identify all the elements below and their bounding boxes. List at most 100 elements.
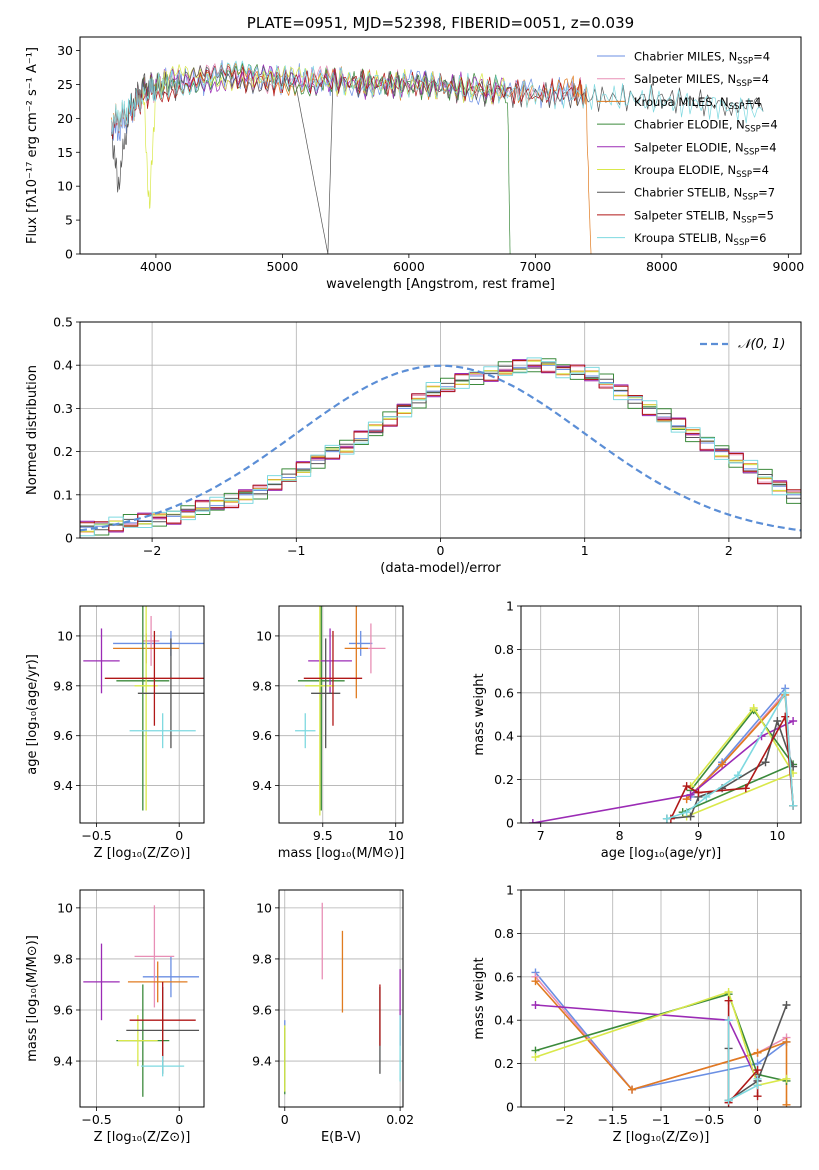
legend-label-subscript: SSP [737,57,753,67]
y-tick-label: 9.8 [53,951,73,966]
error-bar-point [129,713,196,749]
mass-weight-marker [686,812,695,821]
panel-residuals: −2 −1 0 1 2 0 0.1 0.2 0.3 0.4 0.5 (data-model)/erro… [25,315,802,576]
axes-frame [278,605,404,824]
error-bar-point [308,628,352,694]
mass-weight-marker [628,1085,637,1094]
x-tick-label: 0 [281,1112,289,1127]
mass-weight-line [670,715,794,820]
histogram-steps [80,357,801,537]
error-bar-point [311,638,341,749]
legend-label: Kroupa STELIB, NSSP=6 [634,231,766,248]
mass-weight-marker [531,977,540,986]
x-tick-label: 9.5 [313,828,333,843]
x-tick-label: 6000 [393,259,425,274]
x-tick-label: 0.02 [386,1112,414,1127]
legend-label-name: Salpeter ELODIE, N [634,140,744,154]
plot-area-age_vs_z [83,606,204,811]
mass-weight-marker [531,1001,540,1010]
x-axis-label: wavelength [Angstrom, rest frame] [326,277,555,292]
legend-label-value: =4 [753,50,770,64]
x-tick-label: 0 [175,828,183,843]
legend-label-value: =4 [752,72,769,86]
axes-frame [79,889,205,1108]
legend-label-subscript: SSP [734,238,750,248]
panel-weight_vs_z: −2 −1.5 −1 −0.5 0 0 0.2 0.4 0.6 0.8 1 Z [log₁₀(Z/Z⊙… [472,883,802,1145]
mass-weight-marker [761,758,770,767]
y-tick-label: 9.6 [252,1002,272,1017]
y-tick-label: 9.4 [53,1054,73,1069]
y-axis-label: mass weight [472,673,487,755]
y-tick-label: 0.5 [53,315,73,330]
error-bar-point [104,630,204,726]
y-tick-label: 0.8 [494,642,514,657]
mass-weight-marker [749,703,758,712]
error-bar-point [83,628,120,694]
x-axis-label: Z [log₁₀(Z/Z⊙)] [94,1130,191,1145]
panel-mass_vs_z: −0.5 0 9.4 9.6 9.8 10 Z [log₁₀(Z/Z⊙)] mass [log… [25,889,205,1145]
mass-weight-marker [682,795,691,804]
mass-weight-line [534,971,787,1091]
y-axis-label: mass [log₁₀(M/M⊙)] [25,935,40,1062]
mass-weight-marker [782,1074,791,1083]
y-tick-label: 10 [256,900,272,915]
error-bar-point [118,1015,158,1067]
axes-frame [520,889,802,1108]
legend-label-name: Salpeter STELIB, N [634,208,741,222]
y-tick-label: 0 [506,816,514,831]
y-axis-label: mass weight [472,957,487,1039]
y-tick-label: 0 [65,247,73,262]
x-tick-label: 9000 [772,259,804,274]
x-tick-label: −0.5 [81,1112,111,1127]
mass-weight-marker [702,792,711,801]
panel-age_vs_mass: 9.5 10 9.4 9.6 9.8 10 mass [log₁₀(M/M⊙)] [252,605,404,861]
y-tick-label: 15 [57,145,73,160]
spectrum-series-line [111,60,764,135]
legend-label: Kroupa ELODIE, NSSP=4 [634,163,769,180]
legend-label-name: Salpeter MILES, N [634,72,736,86]
error-bar-point [116,606,170,811]
error-bar-point [303,630,363,726]
error-bar-point [134,905,175,1008]
y-tick-label: 10 [256,628,272,643]
y-tick-label: 0.6 [494,685,514,700]
mass-weight-marker [782,1100,791,1107]
x-tick-label: −1 [287,543,305,558]
error-bar-point [344,606,368,699]
x-tick-label: 0 [754,1112,762,1127]
error-bar-point [305,606,335,816]
y-tick-label: 9.6 [53,728,73,743]
x-tick-label: 2 [725,543,733,558]
legend-label: Chabrier ELODIE, NSSP=4 [634,118,778,135]
y-axis-label: Normed distribution [25,365,40,495]
legend-label-name: Chabrier STELIB, N [634,186,742,200]
axes-frame [79,321,802,539]
error-bar-point [295,713,316,749]
mass-weight-marker [741,784,750,793]
error-bar-point [83,943,120,1021]
mass-weight-line [535,991,787,1087]
x-axis-label: (data-model)/error [380,561,501,576]
histogram-steps [80,358,801,536]
mass-weight-marker [724,996,733,1005]
legend-label-value: =4 [760,140,777,154]
x-tick-label: 10 [388,828,404,843]
x-tick-label: −2 [555,1112,573,1127]
legend-label-name: Kroupa MILES, N [634,95,729,109]
mass-weight-marker [528,819,537,823]
legend-label-name: Chabrier MILES, N [634,50,737,64]
plot-area-age_vs_mass [295,606,386,816]
mass-weight-marker [773,717,782,726]
legend-label: Chabrier MILES, NSSP=4 [634,50,770,67]
y-tick-label: 0 [65,531,73,546]
axes-frame [278,889,404,1108]
x-tick-label: −0.5 [694,1112,724,1127]
x-tick-label: 0 [437,543,445,558]
y-tick-label: 0.8 [494,926,514,941]
panels: 4000 5000 6000 7000 8000 9000051015202530wave… [25,14,804,1145]
mass-weight-marker [789,717,798,726]
y-tick-label: 9.4 [252,1054,272,1069]
legend-label-subscript: SSP [744,147,760,157]
legend-label-subscript: SSP [736,79,752,89]
